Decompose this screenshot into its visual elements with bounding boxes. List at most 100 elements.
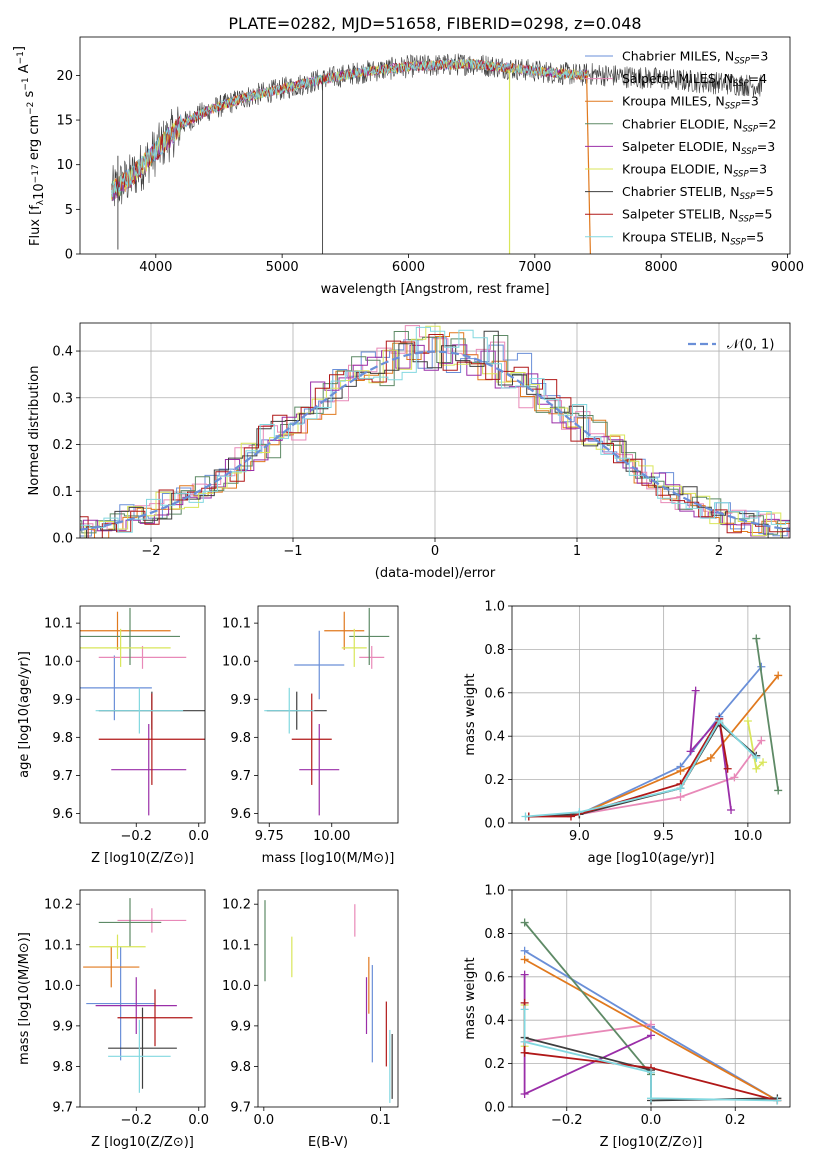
figure-title: PLATE=0282, MJD=51658, FIBERID=0298, z=0… bbox=[228, 14, 641, 33]
weight-marker bbox=[520, 1048, 529, 1057]
x-tick-label: −1 bbox=[283, 544, 302, 559]
legend-label: Chabrier ELODIE, NSSP=2 bbox=[622, 116, 777, 134]
legend-subscript: SSP bbox=[725, 102, 741, 112]
residuals-frame bbox=[79, 322, 791, 539]
weight-marker bbox=[723, 764, 732, 773]
weight-vs-age-lines bbox=[521, 634, 783, 821]
weight-marker bbox=[520, 1037, 529, 1046]
legend-label: Kroupa MILES, NSSP=3 bbox=[622, 94, 759, 112]
weight-vs-Z-frame bbox=[511, 889, 791, 1108]
y-tick-label: 15 bbox=[56, 114, 73, 129]
age-vs-Z-errorbars bbox=[80, 607, 205, 816]
x-tick-label: 9.75 bbox=[255, 829, 284, 844]
mass-vs-Z-ylabel: mass [log10(M/M⊙)] bbox=[17, 932, 32, 1065]
weight-marker bbox=[521, 812, 530, 821]
spectrum-line bbox=[111, 58, 588, 200]
normal-reference-curve bbox=[80, 350, 790, 531]
weight-marker bbox=[647, 1031, 655, 1040]
mass-vs-Z-xlabel: Z [log10(Z/Z⊙)] bbox=[91, 1135, 194, 1150]
histogram-step bbox=[80, 344, 790, 537]
weight-line bbox=[523, 974, 652, 1096]
y-tick-label: 10.1 bbox=[222, 938, 251, 953]
weight-marker bbox=[752, 753, 761, 762]
y-tick-label: 10.0 bbox=[222, 655, 251, 670]
spectrum-frame bbox=[79, 36, 791, 255]
weight-line bbox=[524, 1023, 652, 1043]
weight-marker bbox=[520, 946, 529, 955]
weight-marker bbox=[773, 1096, 782, 1105]
spectrum-lines bbox=[111, 53, 763, 254]
weight-line bbox=[689, 690, 732, 811]
y-tick-label: 9.7 bbox=[230, 769, 251, 784]
y-tick-label: 0.4 bbox=[52, 345, 73, 360]
weight-marker bbox=[520, 1005, 529, 1014]
y-tick-label: 0.0 bbox=[484, 1101, 505, 1116]
legend-label: Chabrier STELIB, NSSP=5 bbox=[622, 184, 774, 202]
x-tick-label: 9.5 bbox=[653, 829, 674, 844]
legend-nssp: =3 bbox=[749, 162, 767, 177]
y-tick-label: 9.8 bbox=[230, 1060, 251, 1075]
x-tick-label: 0 bbox=[431, 544, 439, 559]
y-tick-label: 5 bbox=[65, 203, 73, 218]
y-tick-label: 9.9 bbox=[52, 1019, 73, 1034]
legend-label: 𝒩(0, 1) bbox=[727, 338, 774, 353]
legend-label: Kroupa ELODIE, NSSP=3 bbox=[622, 162, 767, 180]
ylabel-part: erg cm bbox=[27, 115, 42, 164]
weight-marker bbox=[759, 758, 768, 767]
y-tick-label: 0.0 bbox=[484, 817, 505, 832]
weight-line bbox=[755, 638, 780, 791]
mass-vs-ebv-xlabel: E(B-V) bbox=[308, 1135, 348, 1150]
weight-marker bbox=[774, 671, 783, 680]
x-tick-label: 1 bbox=[573, 544, 581, 559]
weight-marker bbox=[520, 1089, 529, 1098]
residuals-xlabel: (data-model)/error bbox=[375, 566, 496, 581]
legend-nssp: =3 bbox=[740, 94, 758, 109]
weight-line bbox=[523, 921, 652, 1076]
weight-vs-age-axes: 9.0 9.5 10.0 0.0 0.2 0.4 0.6 0.8 1.0 bbox=[484, 600, 790, 844]
histogram-step bbox=[80, 330, 790, 538]
legend-label: Chabrier MILES, NSSP=3 bbox=[622, 49, 768, 67]
weight-marker bbox=[730, 773, 739, 782]
weight-vs-age-xlabel: age [log10(age/yr)] bbox=[588, 851, 715, 866]
legend-subscript: SSP bbox=[741, 147, 757, 157]
x-tick-label: −0.2 bbox=[120, 829, 152, 844]
y-tick-label: 10.1 bbox=[44, 617, 73, 632]
y-tick-label: 0.8 bbox=[484, 643, 505, 658]
weight-marker bbox=[774, 786, 783, 795]
y-tick-label: 10.2 bbox=[222, 898, 251, 913]
y-tick-label: 0.6 bbox=[484, 686, 505, 701]
weight-vs-Z-axes: −0.2 0.0 0.2 0.0 0.2 0.4 0.6 0.8 1.0 bbox=[484, 884, 790, 1128]
weight-marker bbox=[676, 792, 685, 801]
y-tick-label: 9.9 bbox=[52, 693, 73, 708]
x-tick-label: 8000 bbox=[645, 260, 678, 275]
spectrum-ylabel: Flux [fλ10−17 erg cm−2 s−1 A−1] bbox=[12, 46, 47, 246]
weight-marker bbox=[715, 717, 724, 726]
age-vs-Z-frame bbox=[79, 605, 206, 824]
weight-marker bbox=[520, 970, 529, 979]
y-tick-label: 10.2 bbox=[44, 898, 73, 913]
ylabel-part: −2 bbox=[26, 102, 36, 115]
x-tick-label: 10.0 bbox=[733, 829, 762, 844]
spectrum-legend: Chabrier MILES, NSSP=3 Salpeter MILES, NS… bbox=[585, 49, 777, 247]
weight-marker bbox=[520, 955, 529, 964]
weight-vs-Z-xlabel: Z [log10(Z/Z⊙)] bbox=[600, 1135, 703, 1150]
spectrum-edge bbox=[586, 75, 591, 254]
ylabel-part: −17 bbox=[31, 164, 41, 183]
weight-marker bbox=[752, 764, 761, 773]
legend-nssp: =5 bbox=[754, 207, 772, 222]
x-tick-label: 2 bbox=[715, 544, 723, 559]
legend-nssp: =5 bbox=[755, 184, 773, 199]
y-tick-label: 0.2 bbox=[52, 438, 73, 453]
ylabel-part: s bbox=[22, 90, 37, 101]
legend-subscript: SSP bbox=[740, 192, 756, 202]
x-tick-label: 0.0 bbox=[641, 1113, 662, 1128]
legend-subscript: SSP bbox=[733, 79, 749, 89]
age-vs-Z-ylabel: age [log10(age/yr)] bbox=[17, 651, 32, 778]
y-tick-label: 9.8 bbox=[52, 731, 73, 746]
legend-subscript: SSP bbox=[742, 124, 758, 134]
weight-marker bbox=[752, 634, 761, 643]
y-tick-label: 9.7 bbox=[52, 1101, 73, 1116]
weight-marker bbox=[676, 766, 685, 775]
y-tick-label: 0.4 bbox=[484, 730, 505, 745]
